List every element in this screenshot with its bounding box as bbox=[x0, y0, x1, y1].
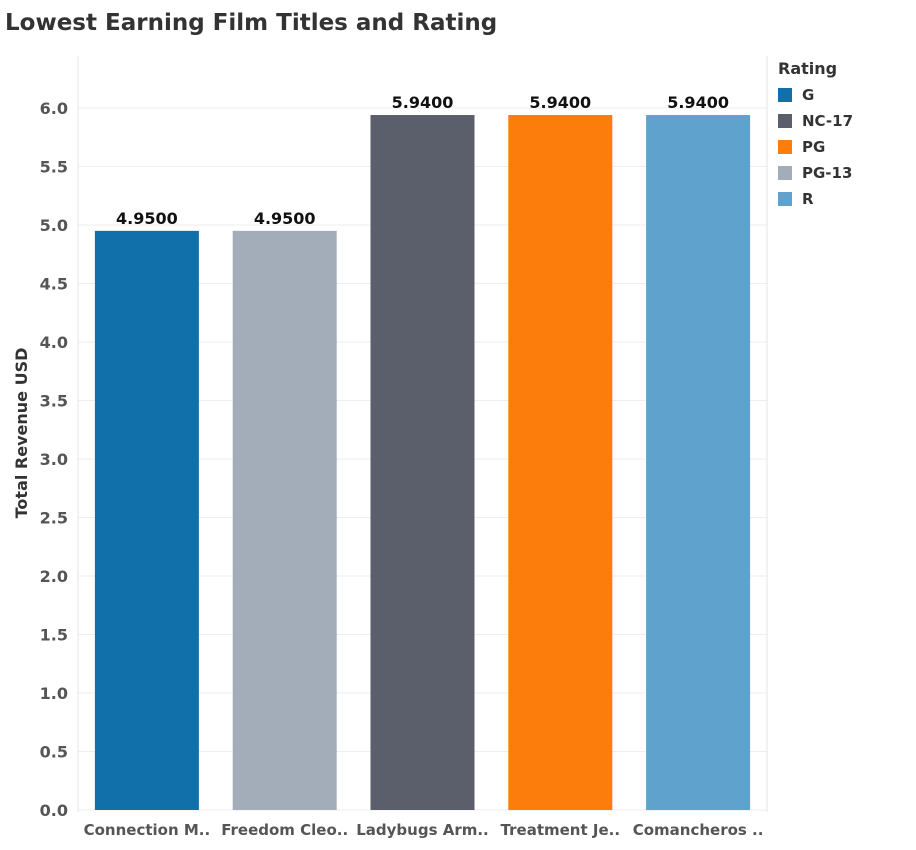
y-tick-label: 4.5 bbox=[40, 275, 68, 294]
y-tick-label: 4.0 bbox=[40, 333, 68, 352]
legend-label: R bbox=[802, 190, 814, 208]
bar bbox=[508, 115, 613, 810]
data-label: 5.9400 bbox=[529, 93, 591, 112]
legend-swatch bbox=[778, 140, 792, 154]
bar bbox=[232, 230, 337, 811]
legend-label: NC-17 bbox=[802, 112, 854, 130]
x-tick-label: Comancheros .. bbox=[633, 821, 764, 839]
legend-item-nc-17[interactable]: NC-17 bbox=[778, 108, 853, 134]
x-tick-label: Connection M.. bbox=[84, 821, 211, 839]
legend-label: PG-13 bbox=[802, 164, 853, 182]
data-label: 5.9400 bbox=[667, 93, 729, 112]
legend-swatch bbox=[778, 114, 792, 128]
y-tick-label: 0.0 bbox=[40, 801, 68, 820]
data-label: 5.9400 bbox=[392, 93, 454, 112]
legend-swatch bbox=[778, 88, 792, 102]
data-label: 4.9500 bbox=[116, 209, 178, 228]
x-tick-label: Ladybugs Arm.. bbox=[356, 821, 489, 839]
legend-item-pg-13[interactable]: PG-13 bbox=[778, 160, 853, 186]
legend-item-pg[interactable]: PG bbox=[778, 134, 853, 160]
legend[interactable]: Rating G NC-17 PG PG-13 R bbox=[778, 59, 853, 212]
x-tick-label: Treatment Je.. bbox=[501, 821, 620, 839]
x-tick-label: Freedom Cleo.. bbox=[221, 821, 348, 839]
legend-item-g[interactable]: G bbox=[778, 82, 853, 108]
legend-title: Rating bbox=[778, 59, 838, 78]
y-tick-label: 3.0 bbox=[40, 450, 68, 469]
y-tick-label: 1.5 bbox=[40, 626, 68, 645]
data-label: 4.9500 bbox=[254, 209, 316, 228]
bar bbox=[370, 115, 475, 810]
chart-title: Lowest Earning Film Titles and Rating bbox=[5, 10, 498, 36]
y-tick-label: 0.5 bbox=[40, 743, 68, 762]
legend-swatch bbox=[778, 166, 792, 180]
bar bbox=[646, 115, 751, 810]
legend-label: G bbox=[802, 86, 815, 104]
y-tick-label: 5.0 bbox=[40, 216, 68, 235]
y-tick-label: 5.5 bbox=[40, 158, 68, 177]
y-tick-label: 1.0 bbox=[40, 684, 68, 703]
legend-label: PG bbox=[802, 138, 826, 156]
y-tick-label: 3.5 bbox=[40, 392, 68, 411]
y-axis-label: Total Revenue USD bbox=[12, 348, 31, 519]
y-tick-label: 2.0 bbox=[40, 567, 68, 586]
legend-swatch bbox=[778, 192, 792, 206]
y-tick-label: 6.0 bbox=[40, 99, 68, 118]
bar bbox=[94, 230, 199, 811]
y-tick-label: 2.5 bbox=[40, 509, 68, 528]
legend-item-r[interactable]: R bbox=[778, 186, 853, 212]
